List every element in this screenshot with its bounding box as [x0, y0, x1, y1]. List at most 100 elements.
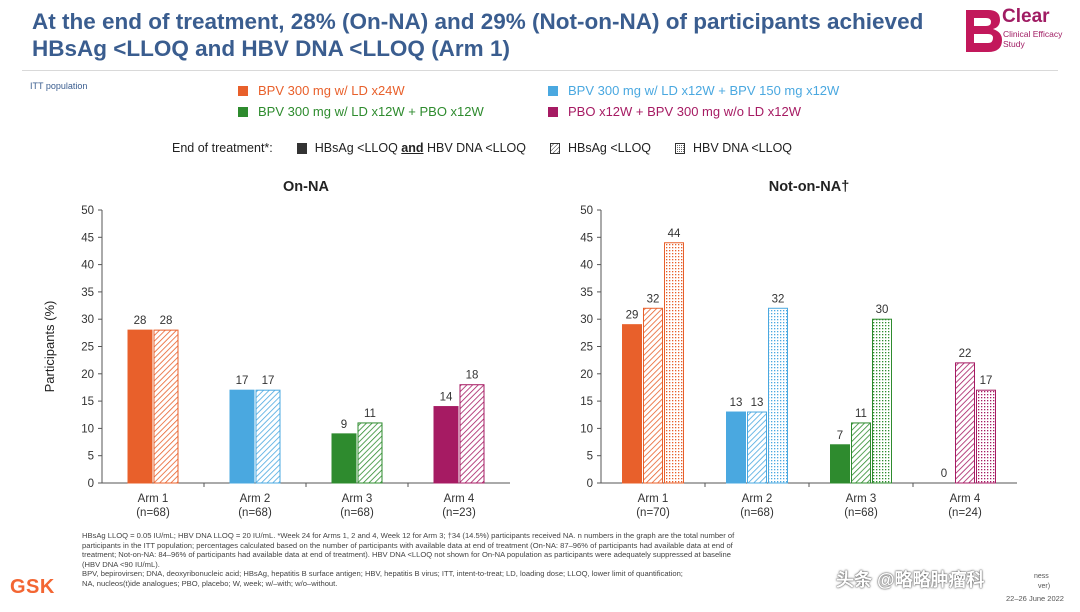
data-label: 17 [236, 375, 249, 387]
y-tick-label: 45 [81, 232, 94, 244]
legend-label: BPV 300 mg w/ LD x12W + BPV 150 mg x12W [568, 83, 840, 98]
conference-date: 22–26 June 2022 [1006, 594, 1064, 603]
x-tick-sublabel: (n=24) [948, 507, 982, 519]
bar [851, 422, 871, 484]
endpoint-legend-prefix: End of treatment*: [172, 141, 273, 155]
title-divider [22, 70, 1058, 71]
data-label: 13 [730, 397, 743, 409]
x-tick-sublabel: (n=68) [844, 507, 878, 519]
data-label: 14 [440, 392, 453, 404]
legend-arm-4: PBO x12W + BPV 300 mg w/o LD x12W [548, 104, 801, 119]
data-label: 30 [876, 304, 889, 316]
x-tick-label: Arm 4 [444, 493, 475, 505]
endpoint-legend-dots: HBV DNA <LLOQ [675, 141, 792, 155]
y-tick-label: 25 [81, 342, 94, 354]
x-tick-label: Arm 2 [240, 493, 271, 505]
data-label: 32 [772, 293, 785, 305]
data-label: 29 [626, 310, 639, 322]
y-tick-label: 15 [580, 396, 593, 408]
footnote-line: BPV, bepirovirsen; DNA, deoxyribonucleic… [82, 569, 683, 579]
bar [127, 329, 153, 484]
endpoint-legend-solid: HBsAg <LLOQ and HBV DNA <LLOQ [296, 141, 526, 155]
y-tick-label: 40 [580, 260, 593, 272]
y-tick-label: 0 [587, 478, 593, 490]
y-tick-label: 30 [81, 314, 94, 326]
legend-label: BPV 300 mg w/ LD x12W + PBO x12W [258, 104, 484, 119]
bar [153, 329, 179, 484]
bar [664, 242, 684, 484]
bar [229, 389, 255, 484]
bar [976, 389, 996, 484]
y-tick-label: 5 [88, 451, 94, 463]
bar [357, 422, 383, 484]
clear-logo-icon [966, 10, 1002, 52]
data-label: 11 [855, 408, 867, 420]
logo-name: Clear [1002, 6, 1050, 27]
bar [459, 384, 485, 484]
solid-swatch-icon [296, 142, 307, 154]
footnote-line: NA, nucleos(t)ide analogues; PBO, placeb… [82, 578, 338, 588]
x-tick-label: Arm 2 [742, 493, 773, 505]
x-tick-label: Arm 1 [138, 493, 169, 505]
gsk-logo: GSK [10, 576, 55, 598]
endpoint-legend-text: HBV DNA <LLOQ [423, 141, 526, 155]
data-label: 28 [160, 315, 173, 327]
x-tick-sublabel: (n=70) [636, 507, 670, 519]
endpoint-legend-text: HBsAg <LLOQ [314, 141, 402, 155]
y-tick-label: 35 [580, 287, 593, 299]
y-tick-label: 0 [88, 478, 94, 490]
chart-title: Not-on-NA† [769, 179, 850, 195]
y-axis-label: Participants (%) [42, 301, 57, 393]
data-label: 9 [341, 419, 347, 431]
bar [643, 307, 663, 484]
legend-swatch [238, 85, 248, 96]
data-label: 17 [980, 375, 993, 387]
endpoint-legend-bold: and [401, 141, 424, 155]
y-tick-label: 40 [81, 260, 94, 272]
bar [955, 362, 975, 484]
x-tick-label: Arm 3 [342, 493, 373, 505]
bar [768, 307, 788, 484]
endpoint-legend-text: HBV DNA <LLOQ [693, 141, 793, 155]
legend-arm-1: BPV 300 mg w/ LD x24W [238, 83, 405, 98]
corner-text: ver) [1038, 583, 1051, 590]
x-tick-sublabel: (n=68) [340, 507, 374, 519]
endpoint-legend-hatch: HBsAg <LLOQ [549, 141, 652, 155]
footnote-line: participants in the ITT population; perc… [82, 540, 733, 550]
bar [747, 411, 767, 484]
data-label: 0 [941, 468, 947, 480]
legend-arm-3: BPV 300 mg w/ LD x12W + PBO x12W [238, 104, 484, 119]
bar [433, 406, 459, 484]
x-tick-sublabel: (n=68) [238, 507, 272, 519]
data-label: 22 [959, 348, 972, 360]
data-label: 44 [668, 228, 681, 240]
footnote-line: (HBV DNA <90 IU/mL). [82, 559, 160, 569]
watermark: 头条 @略略肿瘤科 [836, 570, 985, 590]
y-tick-label: 30 [580, 314, 593, 326]
endpoint-legend: End of treatment*: HBsAg <LLOQ and HBV D… [172, 141, 792, 155]
y-tick-label: 50 [580, 205, 593, 217]
x-tick-label: Arm 1 [638, 493, 669, 505]
bar [872, 318, 892, 484]
x-tick-sublabel: (n=68) [740, 507, 774, 519]
footnote-line: HBsAg LLOQ = 0.05 IU/mL; HBV DNA LLOQ = … [82, 531, 735, 540]
bar [830, 444, 850, 484]
data-label: 18 [466, 370, 479, 382]
slide-title: At the end of treatment, 28% (On-NA) and… [32, 9, 924, 61]
footnotes: HBsAg LLOQ = 0.05 IU/mL; HBV DNA LLOQ = … [82, 531, 882, 589]
chart-title: On-NA [283, 179, 329, 195]
bar [622, 324, 642, 484]
endpoint-legend-text: HBsAg <LLOQ [567, 141, 652, 155]
data-label: 7 [837, 430, 843, 442]
y-tick-label: 45 [580, 232, 593, 244]
y-tick-label: 5 [587, 451, 593, 463]
data-label: 28 [134, 315, 147, 327]
data-label: 11 [364, 408, 376, 420]
on-na-chart: On-NA Participants (%) 0 5 10 15 20 25 30 35 40 45 5… [42, 179, 510, 519]
hatch-swatch-icon [549, 142, 560, 154]
x-tick-sublabel: (n=23) [442, 507, 476, 519]
corner-text: ness [1034, 573, 1049, 580]
legend-swatch [548, 106, 558, 117]
data-label: 32 [647, 293, 660, 305]
legend-swatch [548, 85, 558, 96]
